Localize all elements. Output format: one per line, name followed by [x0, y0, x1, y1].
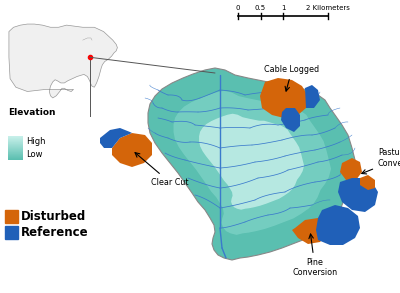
Bar	[5, 210, 18, 223]
Text: Disturbed: Disturbed	[21, 210, 86, 223]
Text: Elevation: Elevation	[8, 108, 56, 117]
Text: Pine
Conversion: Pine Conversion	[292, 234, 338, 277]
Text: Pasture
Conversion: Pasture Conversion	[362, 148, 400, 174]
Polygon shape	[174, 91, 331, 235]
Polygon shape	[292, 218, 328, 244]
Polygon shape	[9, 24, 117, 98]
Polygon shape	[100, 128, 132, 148]
Polygon shape	[305, 85, 320, 108]
Polygon shape	[316, 205, 360, 245]
Polygon shape	[360, 175, 375, 190]
Text: 0.5: 0.5	[255, 5, 266, 11]
Text: 0: 0	[236, 5, 240, 11]
Text: Clear Cut: Clear Cut	[135, 153, 189, 187]
Text: 1: 1	[281, 5, 285, 11]
Polygon shape	[112, 133, 152, 167]
Polygon shape	[148, 68, 358, 260]
Polygon shape	[281, 108, 300, 132]
Polygon shape	[260, 78, 308, 118]
Text: Cable Logged: Cable Logged	[264, 65, 320, 91]
Bar	[5, 226, 18, 239]
Polygon shape	[199, 114, 304, 210]
Polygon shape	[338, 178, 378, 212]
Text: 2 Kilometers: 2 Kilometers	[306, 5, 350, 11]
Polygon shape	[340, 158, 362, 180]
Text: High: High	[26, 137, 46, 146]
Text: Low: Low	[26, 150, 42, 159]
Text: Reference: Reference	[21, 226, 89, 239]
